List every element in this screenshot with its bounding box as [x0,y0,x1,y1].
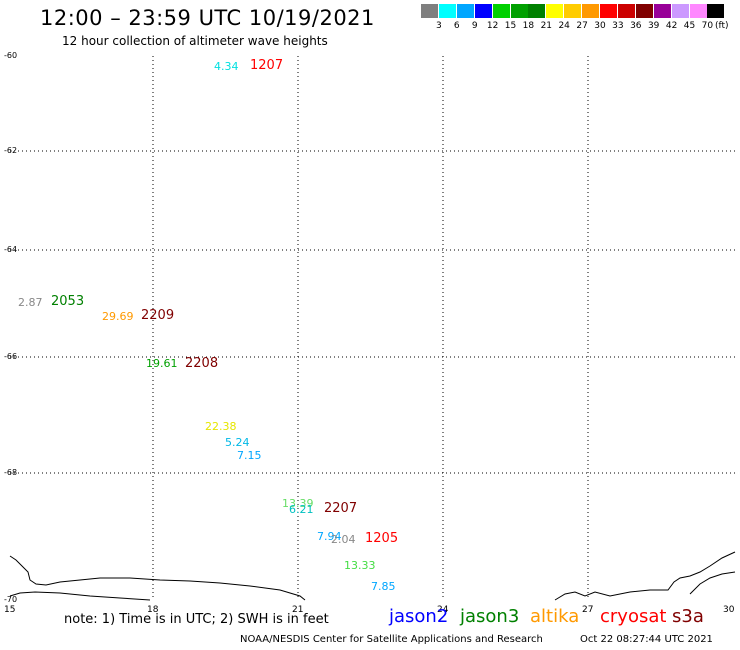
map-subtitle: 12 hour collection of altimeter wave hei… [62,34,328,48]
color-scale-label: 9 [471,21,478,31]
coastline-right [554,551,736,601]
satellite-legend-item: jason3 [460,606,520,627]
color-scale-swatch [528,4,546,18]
color-scale-swatch [546,4,564,18]
color-scale-swatch [421,4,438,18]
longitude-label: 21 [292,605,304,615]
color-scale-swatch [564,4,582,18]
latitude-label: -64 [4,245,18,254]
pass-time-label: 2207 [324,501,358,516]
latitude-label: -68 [4,468,18,477]
satellite-legend-item: s3a [672,606,704,627]
satellite-legend-item: jason2 [389,606,449,627]
generation-timestamp: Oct 22 08:27:44 UTC 2021 [580,634,713,645]
color-scale-label: 33 [612,21,624,31]
latitude-label: -60 [4,51,18,60]
color-scale-swatch [600,4,617,18]
credit-line: NOAA/NESDIS Center for Satellite Applica… [240,634,543,645]
wave-height-label: 5.24 [225,436,250,449]
color-scale-swatch [653,4,671,18]
color-scale-label: 21 [540,21,553,31]
wave-height-label: 29.69 [102,310,134,323]
longitude-label: 27 [582,605,594,615]
longitude-label: 30 [723,605,735,615]
wave-height-label: 6.21 [289,503,314,516]
color-scale-swatch [689,4,707,18]
wave-height-label: 4.34 [214,60,239,73]
satellite-legend-item: cryosat [600,606,667,627]
wave-height-label: 2.04 [331,533,356,546]
map-title: 12:00 – 23:59 UTC 10/19/2021 [40,6,375,30]
color-scale-swatch [635,4,653,18]
wave-height-label: 22.38 [205,420,237,433]
color-scale-swatch [438,4,456,18]
color-scale-swatch [582,4,600,18]
color-scale-swatch [707,4,725,18]
wave-height-label: 7.94 [317,530,342,543]
coastline-left [9,555,306,601]
color-scale-legend: 3 6 9 12 15 18 21 24 27 30 33 36 39 42 45 70 (ft) [421,4,733,34]
color-scale-label: 12 [486,21,499,31]
satellite-legend-item: altika [530,606,580,627]
color-scale-label: 39 [647,21,660,31]
pass-time-label: 2053 [51,294,85,309]
color-scale-label: 27 [576,21,588,31]
color-scale-swatch [492,4,510,18]
latitude-label: -66 [4,352,18,361]
color-scale-label: 18 [522,21,535,31]
color-scale-label: 3 [436,21,442,31]
wave-height-label: 2.87 [18,296,43,309]
longitude-label: 15 [4,605,16,615]
wave-height-label: 7.15 [237,449,262,462]
color-scale-swatch [617,4,635,18]
color-scale-swatch [474,4,492,18]
pass-time-label: 2209 [141,308,175,323]
color-scale-label: 42 [665,21,678,31]
color-scale-swatch [671,4,689,18]
longitude-label: 18 [147,605,159,615]
longitude-label: 24 [437,605,449,615]
color-scale-swatch [456,4,474,18]
wave-height-label: 7.85 [371,580,396,593]
wave-height-label: 13.33 [344,559,376,572]
pass-time-label: 1205 [365,531,399,546]
pass-time-label: 2208 [185,356,219,371]
lat-lon-grid [10,56,735,600]
wave-height-label: 13.39 [282,497,314,510]
footer-note: note: 1) Time is in UTC; 2) SWH is in fe… [64,612,329,627]
latitude-label: -70 [4,595,18,604]
wave-height-label: 19.61 [146,357,178,370]
color-scale-unit: (ft) [715,21,729,31]
coastline-right-inner [689,571,736,595]
color-scale-label: 36 [630,21,642,31]
color-scale-swatch [510,4,528,18]
pass-time-label: 1207 [250,58,284,73]
color-scale-label: 30 [594,21,606,31]
color-scale-label: 6 [453,21,460,31]
color-scale-label: 15 [504,21,517,31]
latitude-label: -62 [4,146,18,155]
coastline-left-lower [9,591,151,601]
color-scale-label: 24 [558,21,570,31]
color-scale-label: 45 [683,21,696,31]
color-scale-label: 70 [701,21,714,31]
